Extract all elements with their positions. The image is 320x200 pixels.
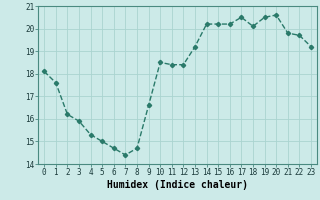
X-axis label: Humidex (Indice chaleur): Humidex (Indice chaleur) bbox=[107, 180, 248, 190]
